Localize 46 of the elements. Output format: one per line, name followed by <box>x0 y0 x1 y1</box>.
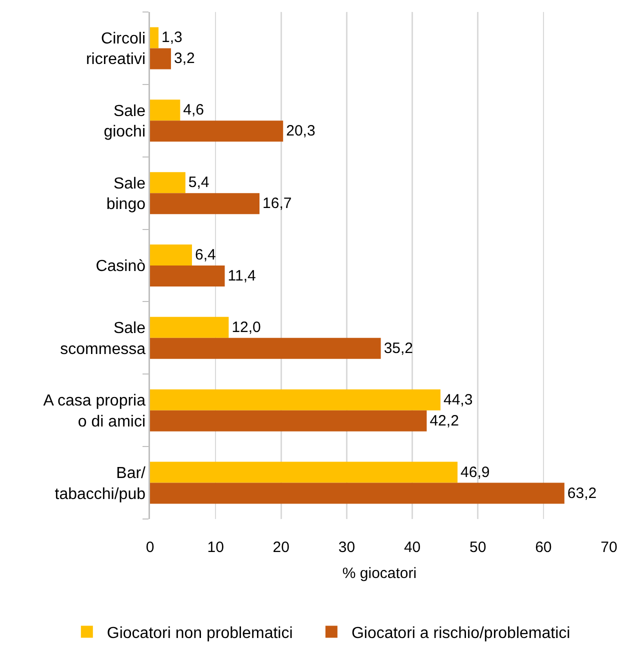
data-label: 6,4 <box>194 246 216 264</box>
bar <box>150 27 159 48</box>
y-tick-label: Circoli ricreativi <box>86 30 146 68</box>
data-label: 46,9 <box>460 464 490 481</box>
y-tick-label: Bar/ tabacchi/pub <box>54 464 146 503</box>
y-tick-label: Sale scommessa <box>60 320 146 358</box>
bar <box>150 172 186 194</box>
x-tick-label: 70 <box>600 539 618 556</box>
y-tick-label: Sale giochi <box>104 102 146 141</box>
legend-label: Giocatori non problematici <box>106 624 293 642</box>
x-tick-label: 0 <box>146 539 154 556</box>
x-tick-label: 30 <box>338 539 356 556</box>
data-label: 12,0 <box>232 318 261 336</box>
data-label: 11,4 <box>228 268 256 284</box>
bar <box>150 120 284 142</box>
data-label: 16,7 <box>262 195 292 212</box>
x-tick-label: 40 <box>404 539 421 556</box>
bar <box>150 193 260 214</box>
y-tick-label: A casa propria o di amici <box>43 392 146 430</box>
data-label: 44,3 <box>443 391 473 408</box>
data-label: 5,4 <box>188 174 210 192</box>
data-label: 35,2 <box>384 340 414 357</box>
bar <box>150 266 225 286</box>
x-axis-title: % giocatori <box>342 565 417 582</box>
data-label: 4,6 <box>183 102 204 119</box>
x-tick-label: 50 <box>470 539 486 556</box>
bar <box>150 338 381 359</box>
bar <box>150 316 229 338</box>
bar <box>150 389 440 410</box>
legend-label: Giocatori a rischio/problematici <box>351 624 570 642</box>
bar <box>150 244 192 266</box>
x-tick-label: 60 <box>535 539 552 556</box>
bar <box>150 410 427 432</box>
y-tick-label: Casinò <box>96 258 146 276</box>
bar <box>150 482 564 504</box>
bar <box>150 462 458 483</box>
x-tick-label: 10 <box>207 539 224 556</box>
data-label: 42,2 <box>430 412 459 430</box>
bar <box>150 48 171 70</box>
data-label: 1,3 <box>162 29 182 46</box>
bar <box>150 100 180 121</box>
data-label: 3,2 <box>174 50 195 68</box>
data-label: 63,2 <box>567 484 597 502</box>
y-tick-label: Sale bingo <box>106 175 146 214</box>
data-label: 20,3 <box>286 122 316 140</box>
x-tick-label: 20 <box>272 539 290 556</box>
